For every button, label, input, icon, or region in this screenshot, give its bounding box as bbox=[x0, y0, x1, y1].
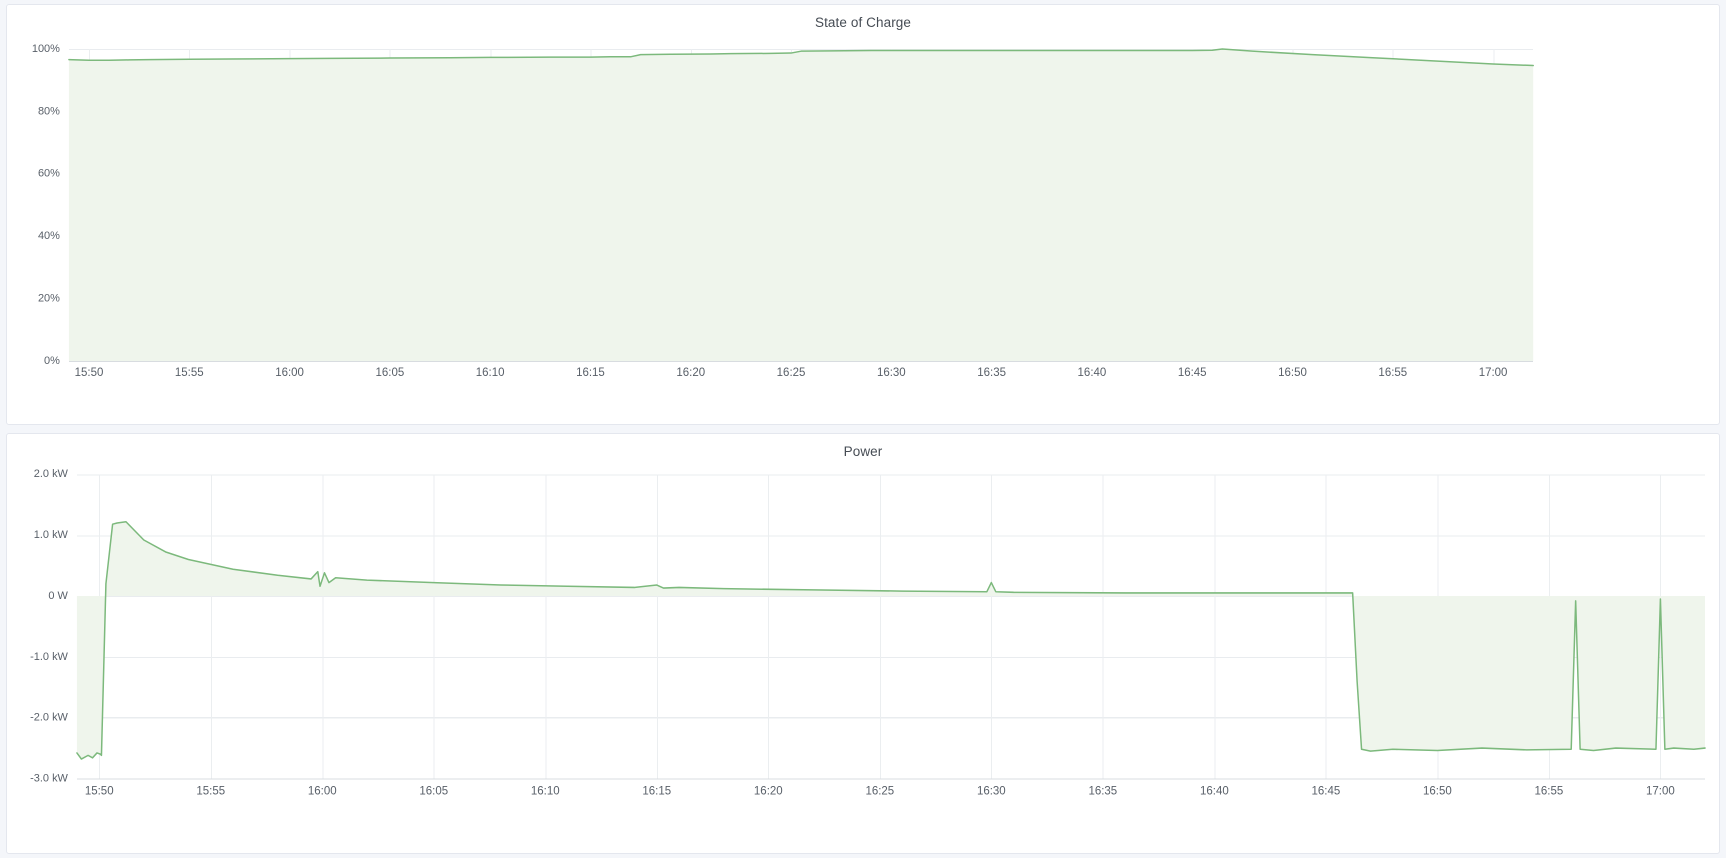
panel-power[interactable]: Power 2.0 kW 1.0 kW 0 W -1.0 kW -2.0 kW -3.0 … bbox=[6, 433, 1720, 854]
y-axis-tick-label: 0% bbox=[44, 355, 60, 367]
series-area-fill bbox=[68, 49, 1534, 361]
x-axis-tick-label: 17:00 bbox=[1479, 367, 1508, 379]
y-axis-tick-label: -2.0 kW bbox=[30, 712, 68, 724]
y-axis-tick-label: 40% bbox=[38, 230, 60, 242]
chart-svg-power[interactable]: 2.0 kW 1.0 kW 0 W -1.0 kW -2.0 kW -3.0 kW 15:5… bbox=[7, 460, 1719, 853]
x-axis-tick-label: 16:55 bbox=[1535, 785, 1564, 798]
x-axis-tick-label: 16:25 bbox=[865, 785, 894, 798]
y-axis-tick-label: 2.0 kW bbox=[34, 468, 69, 480]
x-axis-tick-label: 16:25 bbox=[777, 367, 806, 379]
series-area-fill bbox=[76, 521, 1706, 760]
x-axis-tick-label: 16:10 bbox=[531, 785, 560, 798]
y-axis-tick-label: 0 W bbox=[48, 590, 68, 602]
x-axis-tick-label: 16:55 bbox=[1378, 367, 1407, 379]
x-axis-tick-label: 15:50 bbox=[75, 367, 104, 379]
chart-state-of-charge[interactable]: 0% 20% 40% 60% 80% 100% 15:50 15:55 16:00 16:05 16… bbox=[7, 31, 1719, 424]
y-axis-tick-label: 100% bbox=[32, 43, 60, 55]
x-axis-tick-label: 16:40 bbox=[1078, 367, 1107, 379]
x-axis-tick-label: 16:15 bbox=[642, 785, 671, 798]
panel-state-of-charge[interactable]: State of Charge 0% 20% 40% 60% 80% 100% 15:50 1… bbox=[6, 4, 1720, 425]
x-axis-tick-label: 16:40 bbox=[1200, 785, 1229, 798]
x-axis-tick-label: 15:55 bbox=[196, 785, 225, 798]
x-axis-tick-label: 16:45 bbox=[1178, 367, 1207, 379]
x-axis-tick-label: 16:30 bbox=[877, 367, 906, 379]
series-line-path[interactable] bbox=[76, 520, 1706, 760]
x-axis-tick-label: 16:15 bbox=[576, 367, 605, 379]
x-axis-tick-label: 16:35 bbox=[1088, 785, 1117, 798]
x-axis-tick-label: 17:00 bbox=[1646, 785, 1675, 798]
panel-title-power: Power bbox=[843, 444, 883, 459]
x-axis-tick-label: 16:35 bbox=[977, 367, 1006, 379]
x-axis-tick-label: 16:00 bbox=[308, 785, 337, 798]
y-axis-tick-label: 80% bbox=[38, 105, 60, 117]
x-axis-tick-label: 15:50 bbox=[85, 785, 114, 798]
series-line-path[interactable] bbox=[68, 48, 1534, 67]
y-axis-tick-label: 1.0 kW bbox=[34, 529, 69, 541]
x-axis-tick-label: 16:45 bbox=[1311, 785, 1340, 798]
x-axis-tick-label: 16:00 bbox=[275, 367, 304, 379]
y-axis-tick-label: 20% bbox=[38, 293, 60, 305]
y-axis-tick-label: 60% bbox=[38, 168, 60, 180]
chart-svg-state-of-charge[interactable]: 0% 20% 40% 60% 80% 100% 15:50 15:55 16:00 16:05 16… bbox=[7, 31, 1719, 424]
x-axis-tick-label: 16:20 bbox=[676, 367, 705, 379]
chart-power[interactable]: 2.0 kW 1.0 kW 0 W -1.0 kW -2.0 kW -3.0 kW 15:5… bbox=[7, 460, 1719, 853]
y-axis-tick-label: -1.0 kW bbox=[30, 651, 68, 663]
x-axis-tick-label: 16:10 bbox=[476, 367, 505, 379]
x-axis-tick-label: 16:50 bbox=[1423, 785, 1452, 798]
x-axis-tick-label: 16:05 bbox=[376, 367, 405, 379]
x-axis-tick-label: 16:50 bbox=[1278, 367, 1307, 379]
panel-title-state-of-charge: State of Charge bbox=[814, 15, 912, 30]
x-axis-tick-label: 16:05 bbox=[419, 785, 448, 798]
x-axis-tick-label: 15:55 bbox=[175, 367, 204, 379]
x-axis-tick-label: 16:20 bbox=[754, 785, 783, 798]
x-axis-tick-label: 16:30 bbox=[977, 785, 1006, 798]
y-axis-tick-label: -3.0 kW bbox=[30, 772, 68, 784]
